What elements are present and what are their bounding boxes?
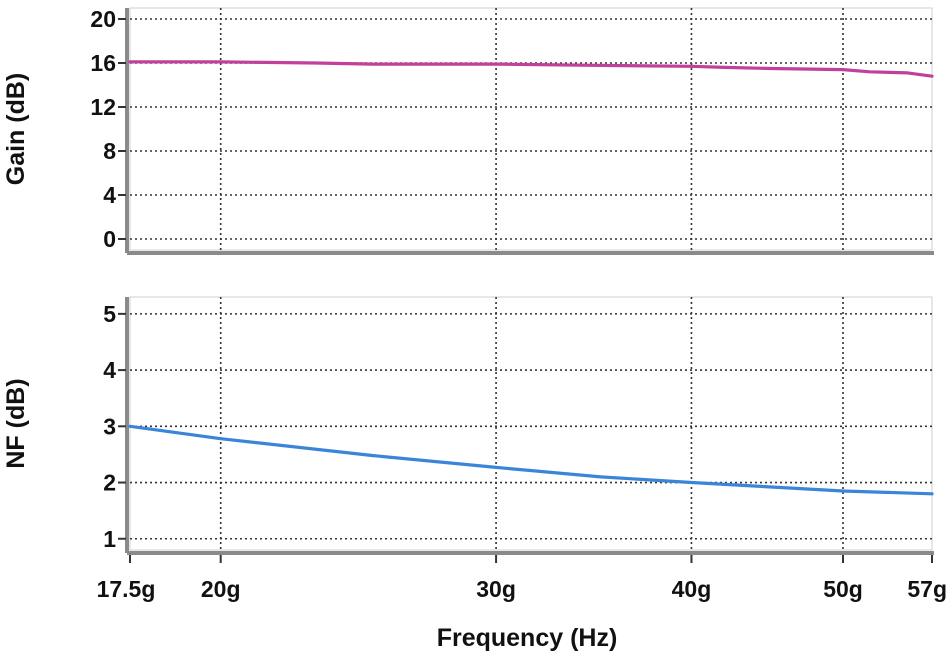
nf-series-line (128, 424, 934, 496)
nf-x-tick-label: 50g (823, 576, 863, 602)
nf-x-tick-label: 30g (476, 576, 516, 602)
nf-y-tick-label: 3 (103, 413, 116, 439)
gain-plot-frame (129, 7, 933, 251)
gain-series-line (128, 60, 934, 78)
gain-y-tick-label: 0 (103, 226, 116, 252)
gain-y-tick-label: 20 (90, 6, 116, 32)
nf-x-tick-label: 57g (907, 576, 947, 602)
gain-y-tick-label: 12 (90, 94, 116, 120)
nf-x-tick-label: 20g (201, 576, 241, 602)
nf-x-tick-label: 17.5g (97, 576, 156, 602)
gain-y-axis-title: Gain (dB) (2, 73, 30, 186)
nf-x-axis-title: Frequency (Hz) (437, 624, 618, 652)
nf-y-tick-label: 4 (103, 357, 116, 383)
gain-y-tick-label: 16 (90, 50, 116, 76)
nf-y-tick-label: 2 (103, 470, 116, 496)
nf-plot-frame (129, 296, 933, 551)
nf-y-axis-title: NF (dB) (2, 378, 30, 468)
gain-y-tick-label: 4 (103, 182, 116, 208)
nf-y-tick-label: 1 (103, 526, 116, 552)
nf-y-tick-label: 5 (103, 301, 116, 327)
gain-y-tick-label: 8 (103, 138, 116, 164)
nf-x-tick-label: 40g (672, 576, 712, 602)
